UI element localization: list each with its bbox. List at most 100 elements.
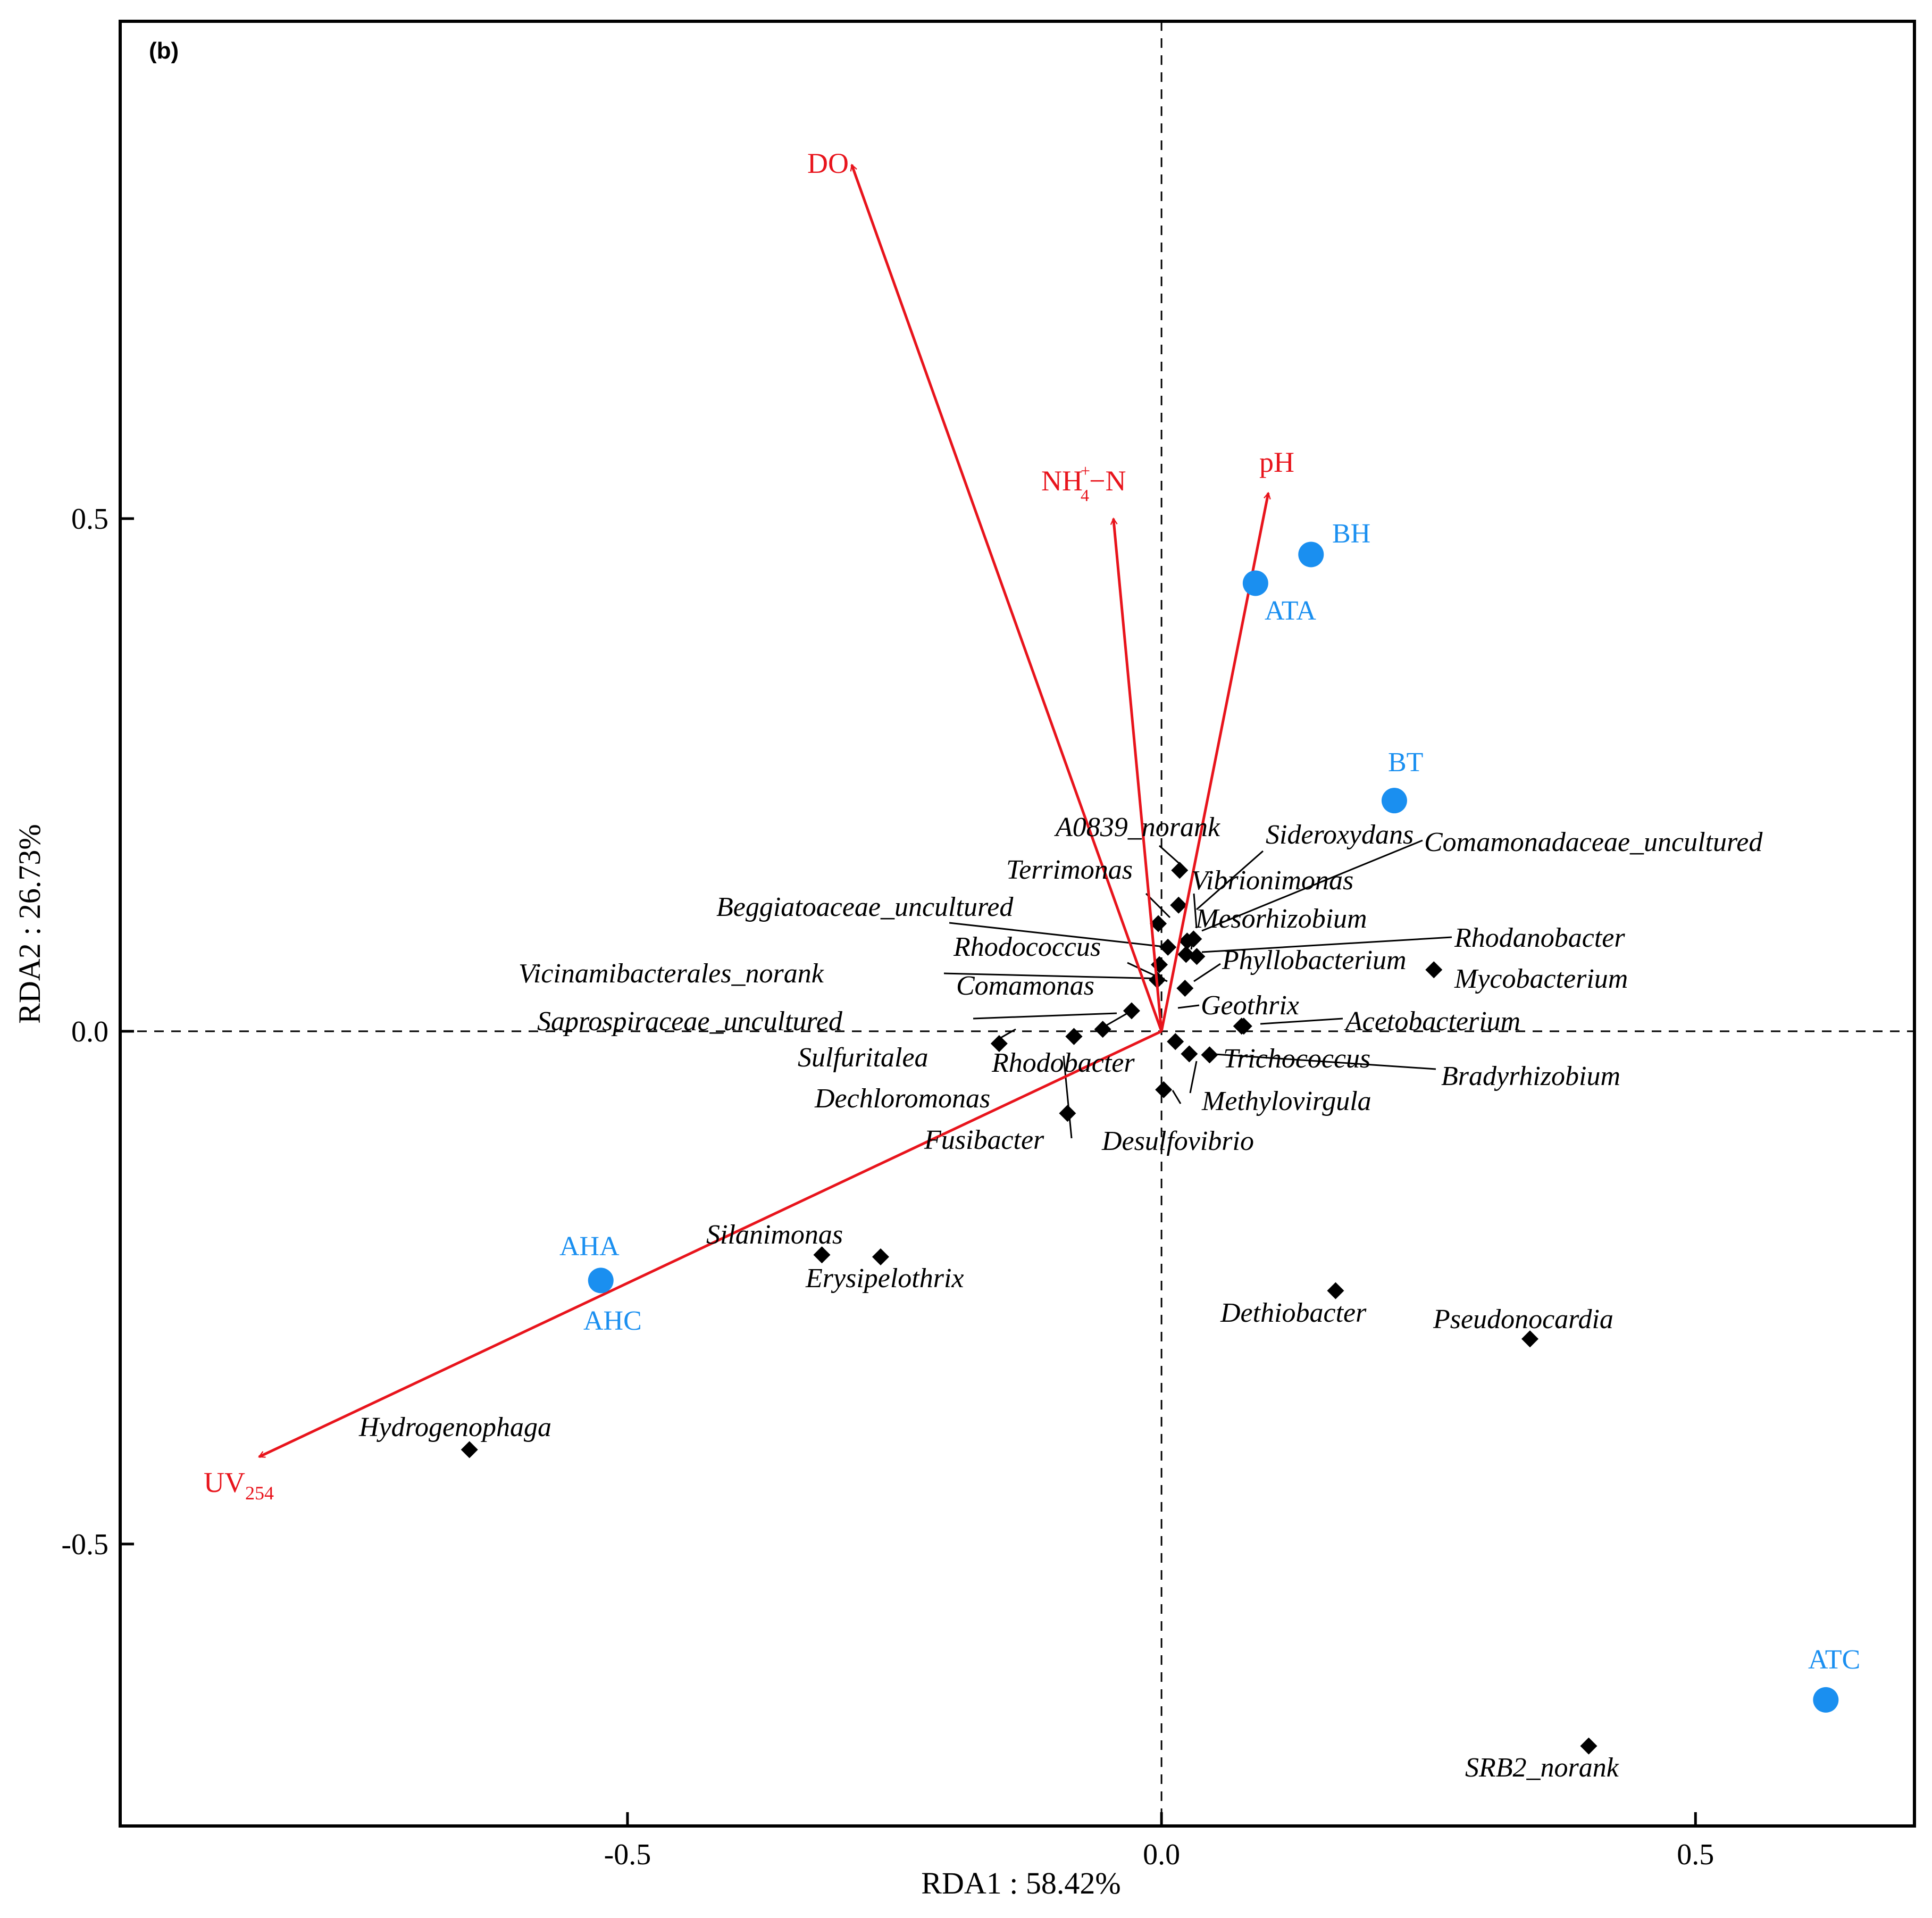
species-point	[1178, 932, 1196, 950]
species-label: Vicinamibacterales_norank	[518, 958, 824, 989]
env-label-ph: pH	[1259, 446, 1294, 478]
y-tick-label: -0.5	[61, 1528, 108, 1561]
leader-line	[1215, 1053, 1436, 1070]
y-tick-label: 0.5	[71, 503, 108, 536]
x-tick-label: 0.5	[1677, 1838, 1714, 1871]
sample-points	[588, 541, 1839, 1713]
species-label: Phyllobacterium	[1222, 945, 1407, 975]
species-point	[1167, 1033, 1184, 1050]
y-axis-ticks: 0.5 0.0 -0.5	[61, 503, 134, 1561]
species-label: Methylovirgula	[1201, 1086, 1371, 1116]
leader-line	[1063, 1055, 1073, 1139]
species-point	[1580, 1737, 1598, 1755]
sample-point	[1242, 570, 1268, 596]
x-tick-label: 0.0	[1143, 1838, 1180, 1871]
species-point	[990, 1035, 1008, 1053]
env-vector-arrow	[259, 1030, 1162, 1458]
y-tick-label: 0.0	[71, 1015, 108, 1048]
panel-label: (b)	[149, 38, 179, 64]
species-label: SRB2_norank	[1465, 1753, 1619, 1783]
species-label: Rhodanobacter	[1454, 923, 1625, 953]
species-label: Geothrix	[1201, 990, 1299, 1021]
leader-line	[1201, 839, 1423, 932]
env-label-uv254: UV254	[204, 1466, 274, 1504]
sample-point	[1298, 541, 1324, 568]
env-label-nh4: NH+ 4−N	[1041, 461, 1126, 505]
species-point	[1201, 1046, 1218, 1064]
species-point	[1176, 979, 1194, 997]
species-label: Dechloromonas	[814, 1083, 990, 1114]
leader-line	[973, 1012, 1117, 1020]
species-label: Dethiobacter	[1220, 1298, 1367, 1328]
species-label: Trichococcus	[1223, 1044, 1370, 1074]
sample-labels: BH ATA BT AHA AHC ATC	[559, 519, 1860, 1675]
species-point	[872, 1248, 889, 1266]
species-label: Hydrogenophaga	[358, 1412, 551, 1442]
species-point	[1177, 946, 1195, 963]
leader-line	[1260, 1018, 1343, 1025]
species-label: Pseudonocardia	[1433, 1304, 1613, 1335]
sample-label-ata: ATA	[1265, 596, 1316, 626]
species-label: Fusibacter	[924, 1125, 1044, 1155]
leader-line	[1201, 936, 1452, 953]
species-point	[461, 1441, 478, 1458]
leader-line	[1196, 850, 1264, 911]
leader-line	[1106, 1012, 1128, 1027]
sample-label-bt: BT	[1388, 747, 1423, 778]
species-label: Sideroxydans	[1266, 820, 1414, 850]
environment-vectors	[259, 165, 1268, 1458]
species-label: Desulfovibrio	[1101, 1126, 1254, 1156]
sample-point	[1813, 1687, 1839, 1713]
sample-point	[588, 1267, 614, 1294]
sample-label-atc: ATC	[1808, 1645, 1860, 1675]
species-point	[1065, 1028, 1083, 1045]
leader-line	[1177, 1004, 1200, 1009]
env-vector-arrow	[1114, 519, 1163, 1032]
species-label: Sulfuritalea	[798, 1043, 929, 1073]
plot-frame	[119, 20, 1916, 1828]
species-label: Mycobacterium	[1454, 964, 1628, 994]
species-label: Comamonadaceae_uncultured	[1424, 827, 1763, 857]
species-point	[1150, 915, 1167, 932]
species-point	[1171, 862, 1189, 879]
env-vector-arrow	[852, 165, 1163, 1032]
species-label: Comamonas	[956, 971, 1094, 1001]
species-point	[1327, 1282, 1344, 1299]
species-label: Rhodococcus	[953, 932, 1101, 962]
species-label: Beggiatoaceae_uncultured	[716, 892, 1014, 922]
leader-line	[1193, 963, 1221, 982]
species-point	[1521, 1330, 1538, 1348]
species-point	[1425, 961, 1443, 979]
species-point	[1094, 1021, 1111, 1038]
x-axis-ticks: -0.5 0.0 0.5	[604, 1812, 1714, 1871]
x-tick-label: -0.5	[604, 1838, 651, 1871]
species-point	[1123, 1002, 1140, 1020]
sample-label-aha: AHA	[559, 1231, 620, 1262]
env-labels: DO NH+ 4−N pH UV254	[204, 147, 1294, 1504]
species-point	[1155, 1081, 1173, 1098]
species-label: Silanimonas	[706, 1220, 843, 1250]
species-point	[1159, 938, 1177, 956]
species-label: A0839_norank	[1054, 812, 1220, 843]
leader-line	[1193, 893, 1198, 929]
species-label: Erysipelothrix	[805, 1263, 964, 1294]
species-point	[1188, 948, 1206, 965]
species-label: Rhodobacter	[991, 1048, 1135, 1078]
species-point	[1170, 896, 1187, 914]
sample-point	[1381, 788, 1407, 814]
species-label: Terrimonas	[1006, 855, 1133, 885]
species-label: Bradyrhizobium	[1441, 1061, 1620, 1091]
species-point	[1059, 1105, 1076, 1122]
y-axis-title: RDA2 : 26.73%	[12, 824, 47, 1023]
leader-line	[1172, 1090, 1182, 1104]
species-labels: A0839_norank Sideroxydans Comamonadaceae…	[358, 812, 1763, 1783]
species-label: Vibrionimonas	[1191, 865, 1353, 896]
species-label: Mesorhizobium	[1195, 904, 1367, 934]
leader-line	[1189, 1061, 1198, 1094]
env-label-do: DO	[807, 147, 849, 179]
leader-line	[943, 972, 1165, 980]
species-point	[813, 1246, 831, 1264]
sample-label-bh: BH	[1332, 519, 1370, 549]
species-point	[1181, 1045, 1198, 1063]
